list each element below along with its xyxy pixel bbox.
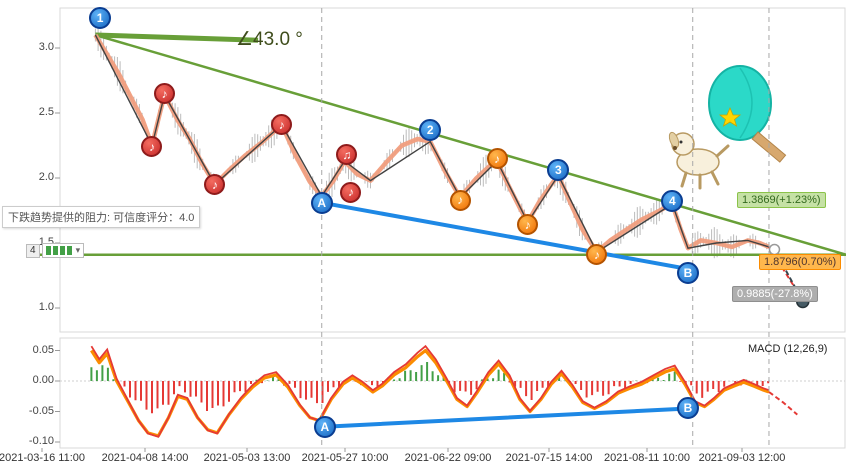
- marker-1[interactable]: 1: [89, 7, 112, 30]
- mini-candle-icon: [45, 246, 51, 255]
- x-axis-label: 2021-07-15 14:00: [505, 452, 593, 464]
- macd-marker-B[interactable]: B: [677, 397, 699, 420]
- x-axis-label: 2021-06-22 09:00: [404, 452, 492, 464]
- music-note-marker[interactable]: ♪: [154, 83, 176, 104]
- music-note-marker[interactable]: ♪: [517, 214, 539, 236]
- resistance-tooltip: 下跌趋势提供的阻力: 可信度评分：4.0: [2, 206, 201, 228]
- pattern-candles-box[interactable]: ▾: [41, 243, 85, 258]
- marker-3[interactable]: 3: [547, 159, 570, 182]
- x-axis-label: 2021-04-08 14:00: [101, 452, 189, 464]
- music-note-marker[interactable]: ♪: [141, 136, 163, 158]
- y-axis-label: 2.0: [38, 171, 54, 183]
- main-panel-frame: [59, 7, 846, 333]
- y-axis-label: 3.0: [38, 41, 54, 53]
- chevron-down-icon[interactable]: ▾: [75, 245, 81, 255]
- marker-4[interactable]: 4: [661, 190, 684, 213]
- macd-histogram-positive: [90, 362, 748, 381]
- angle-baseline-segment[interactable]: [95, 32, 259, 43]
- macd-projection-tail: [768, 391, 798, 416]
- ab-trendline-main[interactable]: [319, 200, 691, 271]
- y-axis-label: 2.5: [38, 106, 54, 118]
- music-note-marker[interactable]: ♫: [336, 144, 358, 166]
- x-axis-label: 2021-05-03 13:00: [203, 452, 291, 464]
- y-axis-label: -0.10: [28, 435, 54, 447]
- marker-2[interactable]: 2: [419, 118, 442, 141]
- y-axis-label: 0.00: [32, 374, 54, 386]
- macd-marker-A[interactable]: A: [313, 415, 336, 438]
- price-badge-orange: 1.8796(0.70%): [759, 254, 842, 270]
- music-note-marker[interactable]: ♪: [449, 189, 471, 211]
- current-price-dot[interactable]: [768, 243, 781, 256]
- dog-sticker-icon: [668, 65, 787, 190]
- music-note-marker[interactable]: ♪: [204, 174, 226, 195]
- mini-candle-icon: [52, 246, 58, 255]
- macd-dea-line: [90, 344, 770, 438]
- x-axis-label: 2021-05-27 10:00: [301, 452, 389, 464]
- y-axis-label: 1.0: [38, 301, 54, 313]
- music-note-marker[interactable]: ♪: [486, 148, 508, 169]
- pattern-count-badge: 4: [26, 243, 40, 258]
- music-note-marker[interactable]: ♪: [271, 114, 293, 136]
- candle-pattern-widget[interactable]: 4 ▾: [26, 243, 85, 258]
- marker-B[interactable]: B: [677, 261, 699, 284]
- x-axis-label: 2021-09-03 12:00: [698, 452, 786, 464]
- macd-panel-frame: [59, 337, 846, 449]
- music-note-marker[interactable]: ♪: [340, 181, 362, 203]
- angle-annotation: ∠43.0 °: [236, 29, 303, 50]
- mini-candle-icon: [66, 246, 72, 255]
- x-axis-label: 2021-03-16 11:00: [0, 452, 86, 464]
- music-note-marker[interactable]: ♪: [586, 244, 608, 266]
- y-axis-label: 0.05: [32, 343, 54, 356]
- macd-indicator-label: MACD (12,26,9): [748, 343, 828, 355]
- ab-trendline-macd[interactable]: [322, 406, 691, 429]
- downtrend-resistance-line[interactable]: [95, 33, 846, 256]
- y-axis-label: -0.05: [28, 404, 54, 417]
- price-badge-green: 1.3869(+1.23%): [737, 192, 826, 208]
- marker-A[interactable]: A: [310, 191, 333, 214]
- price-badge-gray: 0.9885(-27.8%): [732, 286, 818, 302]
- mini-candle-icon: [59, 246, 65, 255]
- x-axis-label: 2021-08-11 10:00: [603, 452, 691, 464]
